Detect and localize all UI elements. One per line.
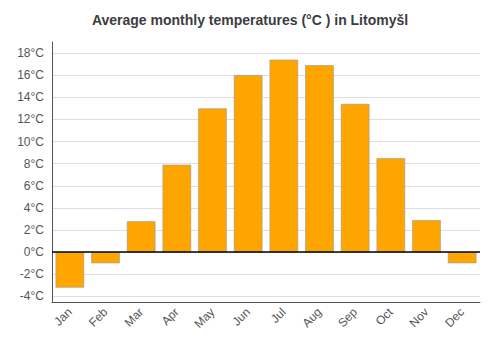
svg-text:Jan: Jan	[51, 305, 75, 329]
svg-text:14°C: 14°C	[17, 90, 44, 104]
svg-text:Nov: Nov	[406, 305, 431, 330]
svg-text:10°C: 10°C	[17, 135, 44, 149]
svg-text:Aug: Aug	[299, 305, 324, 330]
svg-text:16°C: 16°C	[17, 68, 44, 82]
svg-text:8°C: 8°C	[24, 157, 44, 171]
svg-text:6°C: 6°C	[24, 179, 44, 193]
svg-text:-4°C: -4°C	[20, 289, 44, 303]
svg-text:Average monthly temperatures (: Average monthly temperatures (°C ) in Li…	[92, 12, 408, 28]
svg-text:Feb: Feb	[86, 305, 111, 330]
svg-text:-2°C: -2°C	[20, 267, 44, 281]
svg-text:Jun: Jun	[230, 305, 254, 329]
svg-text:18°C: 18°C	[17, 46, 44, 60]
svg-text:Mar: Mar	[122, 305, 147, 329]
svg-text:Apr: Apr	[159, 305, 182, 328]
svg-text:Sep: Sep	[335, 305, 360, 330]
svg-text:0°C: 0°C	[24, 245, 44, 259]
svg-text:4°C: 4°C	[24, 201, 44, 215]
svg-text:Oct: Oct	[373, 305, 397, 329]
svg-text:Jul: Jul	[268, 305, 289, 326]
svg-text:2°C: 2°C	[24, 223, 44, 237]
svg-text:Dec: Dec	[442, 305, 467, 330]
svg-text:12°C: 12°C	[17, 112, 44, 126]
svg-text:May: May	[192, 305, 218, 331]
